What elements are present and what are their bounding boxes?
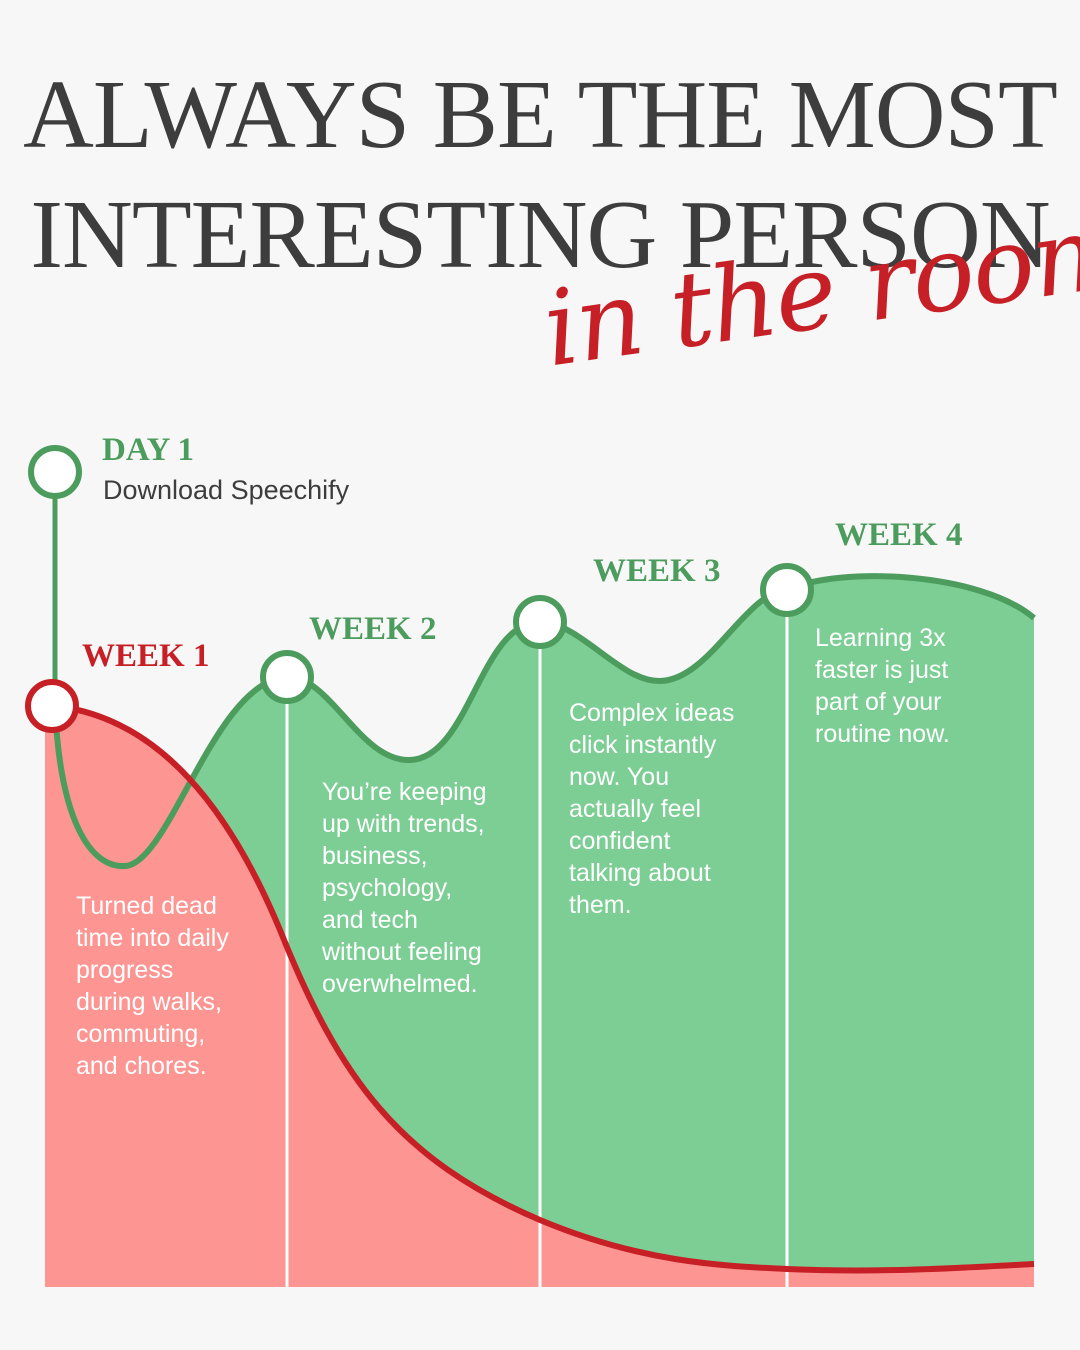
red-area [45, 706, 1034, 1287]
day1-marker [28, 445, 82, 499]
week4-marker [760, 563, 814, 617]
red-curve [54, 703, 1035, 1274]
week3-label: WEEK 3 [593, 553, 721, 589]
week2-marker [260, 650, 314, 704]
week4-label: WEEK 4 [835, 517, 963, 553]
week2-text: You’re keeping up with trends, business,… [322, 778, 487, 998]
week2-label: WEEK 2 [309, 611, 437, 647]
week4-text: Learning 3x faster is just part of your … [815, 624, 950, 748]
day1-label: DAY 1 [102, 432, 194, 468]
title-line-2: INTERESTING PERSON [30, 181, 1050, 289]
week1-text: Turned dead time into daily progress dur… [76, 892, 229, 1080]
week1-label: WEEK 1 [82, 638, 210, 674]
title-line-1: ALWAYS BE THE MOST [23, 61, 1058, 169]
week1-marker [25, 679, 79, 733]
day1-subtitle: Download Speechify [103, 475, 350, 505]
week3-marker [513, 595, 567, 649]
week3-text: Complex ideas click instantly now. You a… [569, 699, 735, 919]
